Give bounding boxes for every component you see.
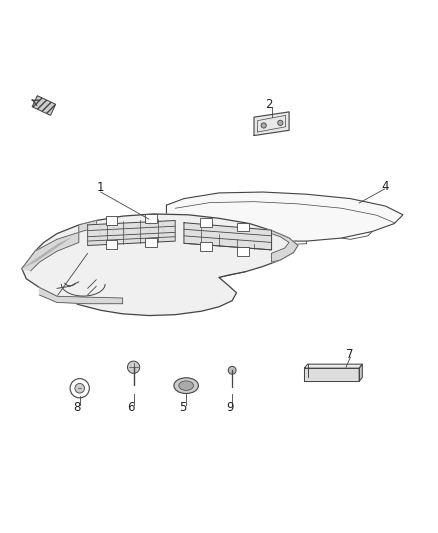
Bar xyxy=(145,214,157,223)
Polygon shape xyxy=(254,112,289,135)
Bar xyxy=(200,243,212,251)
Circle shape xyxy=(261,123,266,128)
Polygon shape xyxy=(359,364,362,381)
Ellipse shape xyxy=(179,381,194,390)
Polygon shape xyxy=(88,221,175,246)
Ellipse shape xyxy=(174,378,198,393)
Text: 7: 7 xyxy=(346,349,353,361)
Circle shape xyxy=(228,366,236,374)
Bar xyxy=(237,223,249,231)
Polygon shape xyxy=(166,192,403,241)
Text: 9: 9 xyxy=(226,401,234,414)
Text: 1: 1 xyxy=(97,181,105,194)
Text: 8: 8 xyxy=(73,401,80,414)
Text: 5: 5 xyxy=(180,401,187,414)
Polygon shape xyxy=(22,232,79,271)
Bar xyxy=(145,238,157,247)
Circle shape xyxy=(70,378,89,398)
Circle shape xyxy=(278,120,283,125)
Polygon shape xyxy=(304,364,362,368)
Polygon shape xyxy=(79,221,96,232)
Polygon shape xyxy=(22,214,298,316)
Polygon shape xyxy=(184,223,272,250)
Text: 4: 4 xyxy=(381,180,389,193)
Polygon shape xyxy=(272,231,298,262)
Bar xyxy=(237,247,249,255)
Bar xyxy=(200,219,212,227)
Bar xyxy=(106,216,117,225)
Polygon shape xyxy=(304,368,359,381)
Polygon shape xyxy=(39,287,123,304)
Circle shape xyxy=(75,383,85,393)
Polygon shape xyxy=(32,95,56,115)
Text: 6: 6 xyxy=(127,401,134,414)
Text: 2: 2 xyxy=(265,98,273,111)
Bar xyxy=(106,240,117,249)
Circle shape xyxy=(127,361,140,374)
